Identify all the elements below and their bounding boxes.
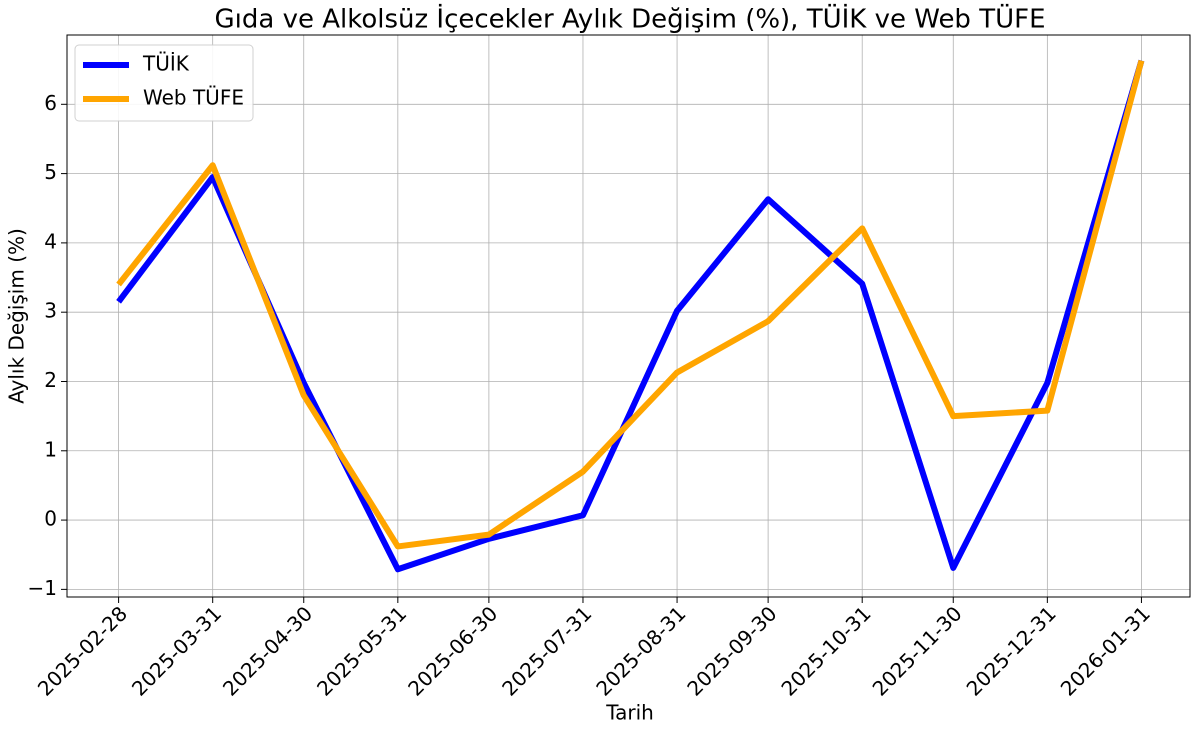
legend: TÜİK Web TÜFE — [74, 44, 254, 122]
x-tick-label: 2025-08-31 — [591, 601, 690, 700]
x-tick-label: 2025-04-30 — [218, 601, 317, 700]
y-tick-label: 2 — [44, 368, 57, 392]
x-tick-label: 2025-07-31 — [497, 601, 596, 700]
x-tick-label: 2025-12-31 — [962, 601, 1061, 700]
legend-label: TÜİK — [142, 52, 190, 76]
y-tick-label: 6 — [44, 91, 57, 115]
x-tick-label: 2025-02-28 — [33, 601, 132, 700]
plot-frame — [66, 34, 1191, 598]
x-tick-label: 2025-06-30 — [403, 601, 502, 700]
x-tick-label: 2026-01-31 — [1056, 601, 1155, 700]
y-tick-label: 4 — [44, 229, 57, 253]
x-tick-label: 2025-10-31 — [776, 601, 875, 700]
x-tick-label: 2025-09-30 — [682, 601, 781, 700]
x-tick-label: 2025-05-31 — [312, 601, 411, 700]
y-tick-label: 5 — [44, 160, 57, 184]
series-line — [116, 59, 1145, 550]
y-tick-label: 3 — [44, 299, 57, 323]
x-tick-label: 2025-11-30 — [868, 601, 967, 700]
x-axis-label: Tarih — [605, 701, 654, 725]
y-tick-label: 0 — [44, 507, 57, 531]
x-tick-label: 2025-03-31 — [127, 601, 226, 700]
series-line — [116, 59, 1145, 573]
y-axis-label: Aylık Değişim (%) — [5, 228, 29, 404]
y-tick-label: 1 — [44, 437, 57, 461]
chart-title: Gıda ve Alkolsüz İçecekler Aylık Değişim… — [215, 3, 1046, 35]
legend-label: Web TÜFE — [143, 86, 244, 110]
y-tick-label: −1 — [28, 576, 57, 600]
